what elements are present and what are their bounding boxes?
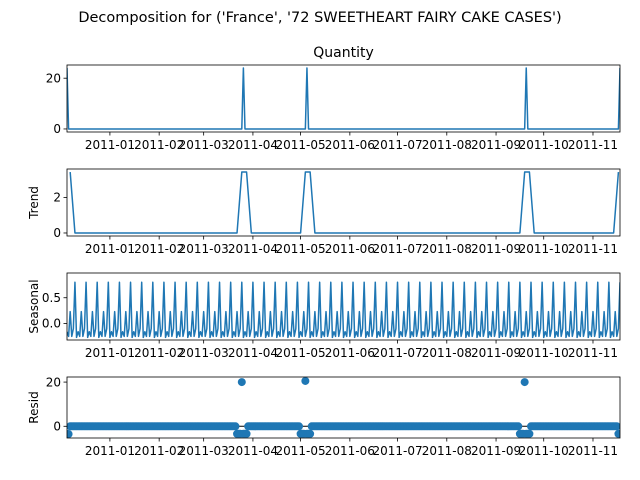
observed-xtick-label: 2011-09	[471, 138, 521, 152]
trend-xtick-label: 2011-05	[276, 242, 326, 256]
trend-xtick-label: 2011-08	[422, 242, 472, 256]
resid-xtick-label: 2011-03	[179, 444, 229, 458]
observed-xtick-label: 2011-05	[276, 138, 326, 152]
seasonal-xtick-label: 2011-04	[228, 346, 278, 360]
resid-plot-area	[67, 377, 620, 438]
trend-plot-area	[69, 171, 620, 234]
observed-plot-area	[67, 67, 620, 130]
observed-title: Quantity	[313, 45, 374, 61]
trend-xtick-label: 2011-02	[134, 242, 184, 256]
observed-axes-frame	[66, 64, 621, 133]
figure-suptitle: Decomposition for ('France', '72 SWEETHE…	[78, 10, 561, 26]
observed-xtick-label: 2011-07	[372, 138, 422, 152]
seasonal-ylabel: Seasonal	[27, 279, 41, 333]
observed-series-line	[67, 67, 620, 130]
seasonal-series-line	[67, 281, 620, 339]
resid-xtick-label: 2011-08	[422, 444, 472, 458]
trend-ylabel: Trend	[27, 186, 41, 220]
trend-series-line	[69, 171, 620, 234]
seasonal-xtick-label: 2011-07	[372, 346, 422, 360]
resid-point	[616, 429, 620, 438]
trend-axes-frame	[66, 168, 621, 237]
observed-ytick-label: 20	[46, 71, 61, 85]
trend-xtick-label: 2011-03	[179, 242, 229, 256]
resid-xtick-label: 2011-10	[519, 444, 569, 458]
observed-ytick-label: 0	[53, 122, 61, 136]
observed-xtick-label: 2011-08	[422, 138, 472, 152]
resid-point	[237, 378, 246, 387]
resid-point	[514, 422, 523, 431]
observed-xtick-label: 2011-04	[228, 138, 278, 152]
resid-xtick-label: 2011-09	[471, 444, 521, 458]
seasonal-xtick-label: 2011-01	[85, 346, 135, 360]
resid-point	[306, 429, 315, 438]
resid-xtick-label: 2011-04	[228, 444, 278, 458]
resid-axes-frame	[66, 376, 621, 439]
observed-xtick-label: 2011-10	[519, 138, 569, 152]
trend-xtick-label: 2011-09	[471, 242, 521, 256]
trend-xtick-label: 2011-10	[519, 242, 569, 256]
resid-ylabel: Resid	[27, 391, 41, 423]
observed-xtick-label: 2011-02	[134, 138, 184, 152]
resid-xtick-label: 2011-05	[276, 444, 326, 458]
trend-ytick-label: 2	[53, 191, 61, 205]
trend-xtick-label: 2011-07	[372, 242, 422, 256]
trend-xtick-label: 2011-11	[568, 242, 618, 256]
seasonal-plot-area	[67, 281, 620, 339]
seasonal-ytick-label: 0.5	[42, 291, 61, 305]
resid-point	[295, 422, 304, 431]
observed-xtick-label: 2011-06	[325, 138, 375, 152]
resid-point	[231, 422, 240, 431]
resid-point	[520, 378, 529, 387]
resid-point	[242, 429, 251, 438]
seasonal-ytick-label: 0.0	[42, 317, 61, 331]
observed-xtick-label: 2011-03	[179, 138, 229, 152]
trend-xtick-label: 2011-06	[325, 242, 375, 256]
resid-xtick-label: 2011-02	[134, 444, 184, 458]
resid-ytick-label: 0	[53, 419, 61, 433]
resid-ytick-label: 20	[46, 375, 61, 389]
seasonal-xtick-label: 2011-09	[471, 346, 521, 360]
resid-point	[301, 377, 310, 385]
resid-point	[612, 422, 620, 431]
trend-xtick-label: 2011-04	[228, 242, 278, 256]
seasonal-xtick-label: 2011-05	[276, 346, 326, 360]
seasonal-xtick-label: 2011-11	[568, 346, 618, 360]
observed-xtick-label: 2011-01	[85, 138, 135, 152]
resid-xtick-label: 2011-01	[85, 444, 135, 458]
seasonal-xtick-label: 2011-06	[325, 346, 375, 360]
resid-point	[67, 430, 73, 438]
seasonal-xtick-label: 2011-08	[422, 346, 472, 360]
resid-xtick-label: 2011-06	[325, 444, 375, 458]
trend-xtick-label: 2011-01	[85, 242, 135, 256]
observed-xtick-label: 2011-11	[568, 138, 618, 152]
resid-xtick-label: 2011-07	[372, 444, 422, 458]
resid-point	[525, 429, 534, 438]
trend-ytick-label: 0	[53, 226, 61, 240]
seasonal-xtick-label: 2011-03	[179, 346, 229, 360]
seasonal-xtick-label: 2011-02	[134, 346, 184, 360]
seasonal-axes-frame	[66, 272, 621, 341]
resid-xtick-label: 2011-11	[568, 444, 618, 458]
seasonal-xtick-label: 2011-10	[519, 346, 569, 360]
